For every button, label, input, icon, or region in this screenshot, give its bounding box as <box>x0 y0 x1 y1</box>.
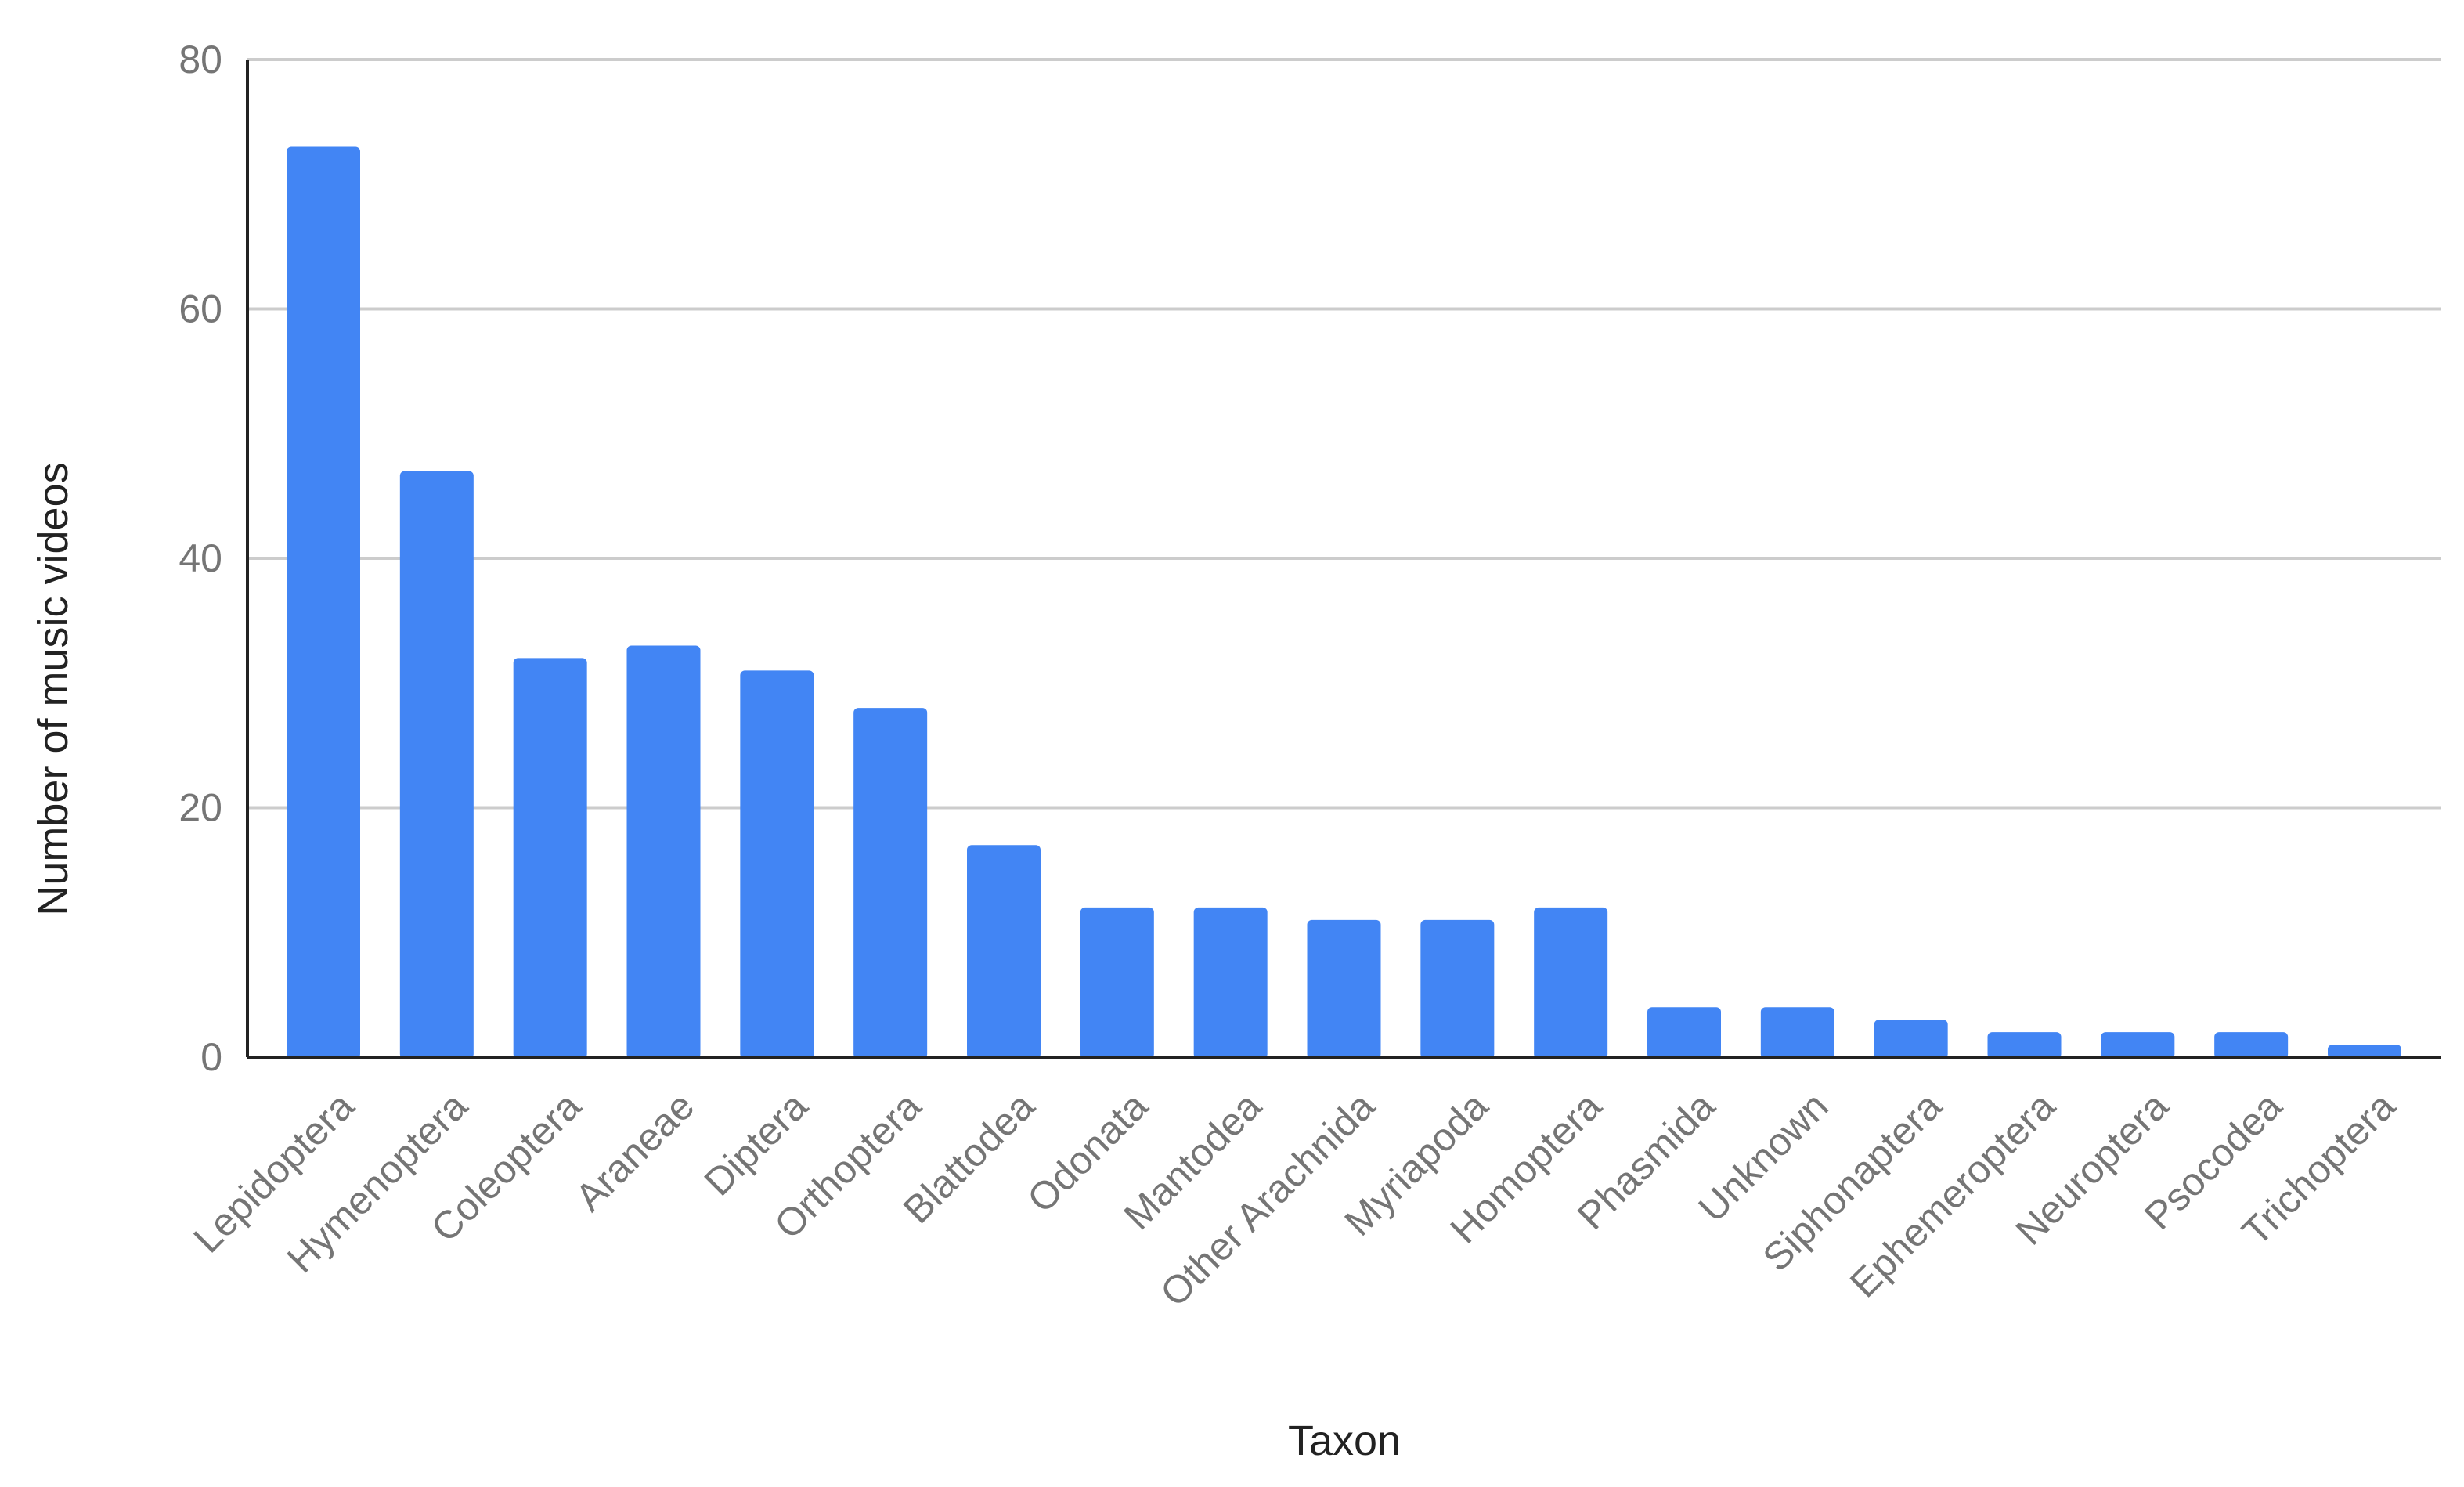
x-tick-labels: LepidopteraHymenopteraColeopteraAraneaeD… <box>185 1084 2403 1315</box>
bars <box>287 146 2401 1059</box>
bar-neuroptera <box>2101 1032 2175 1059</box>
bar-psocodea <box>2214 1032 2289 1059</box>
y-tick-label: 40 <box>179 536 222 580</box>
bar-lepidoptera <box>287 146 360 1059</box>
bar-orthoptera <box>853 708 928 1059</box>
bar-coleoptera <box>513 658 587 1059</box>
bar-trichoptera <box>2328 1045 2401 1059</box>
y-tick-label: 0 <box>200 1035 222 1079</box>
bar-phasmida <box>1647 1007 1721 1059</box>
y-axis-title: Number of music videos <box>30 462 77 915</box>
bar-homoptera <box>1534 907 1608 1059</box>
bar-unknown <box>1760 1007 1834 1059</box>
y-tick-label: 60 <box>179 287 222 331</box>
bar-hymenoptera <box>399 471 474 1059</box>
bar-diptera <box>740 670 814 1059</box>
axes <box>246 60 2441 1059</box>
bar-araneae <box>626 645 701 1059</box>
y-tick-label: 80 <box>179 38 222 81</box>
bar-ephemeroptera <box>1987 1032 2062 1059</box>
bar-mantodea <box>1193 907 1268 1059</box>
bar-other-arachnida <box>1307 919 1381 1059</box>
gridlines <box>247 58 2441 810</box>
x-tick-label: Araneae <box>567 1084 702 1219</box>
bar-odonata <box>1080 907 1154 1059</box>
x-tick-label: Other Arachnida <box>1152 1084 1383 1315</box>
bar-myriapoda <box>1420 919 1495 1059</box>
x-axis-title: Taxon <box>1288 1417 1401 1464</box>
y-tick-label: 20 <box>179 786 222 830</box>
x-tick-label: Ephemeroptera <box>1842 1084 2063 1305</box>
bar-blattodea <box>967 845 1041 1059</box>
y-tick-labels: 0 20 40 60 80 <box>179 38 222 1079</box>
bar-siphonaptera <box>1874 1020 1948 1059</box>
